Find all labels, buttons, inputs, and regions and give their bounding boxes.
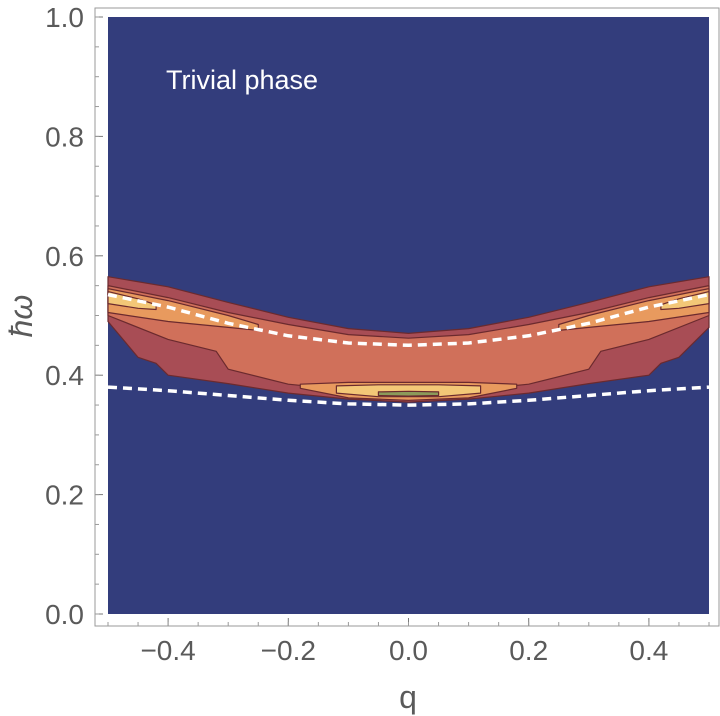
- contour-region-2: [107, 285, 710, 394]
- x-axis-title: q: [399, 679, 417, 715]
- x-tick-label: −0.4: [140, 635, 195, 666]
- y-tick-label: 0.8: [45, 121, 84, 152]
- y-tick-label: 0.4: [45, 360, 84, 391]
- x-tick-label: 0.0: [389, 635, 428, 666]
- y-axis-title: ħω: [3, 295, 39, 338]
- contour-region-9: [377, 390, 440, 397]
- y-tick-label: 1.0: [45, 2, 84, 33]
- axis-ticks: −0.4 −0.2 0.0 0.2 0.4 0.0 0.2 0.4 0.6 0.8 1.0: [45, 2, 710, 666]
- y-tick-label: 0.6: [45, 241, 84, 272]
- x-tick-label: 0.4: [629, 635, 668, 666]
- contour-region-7: [107, 291, 157, 311]
- phase-annotation: Trivial phase: [166, 65, 318, 95]
- dashed-curve-2: [107, 385, 710, 407]
- plot-frame: [94, 7, 720, 627]
- y-tick-label: 0.2: [45, 480, 84, 511]
- y-tick-label: 0.0: [45, 599, 84, 630]
- dashed-curve-1: [107, 292, 710, 348]
- x-tick-label: 0.2: [509, 635, 548, 666]
- x-tick-label: −0.2: [261, 635, 316, 666]
- dashed-curves: [107, 292, 710, 407]
